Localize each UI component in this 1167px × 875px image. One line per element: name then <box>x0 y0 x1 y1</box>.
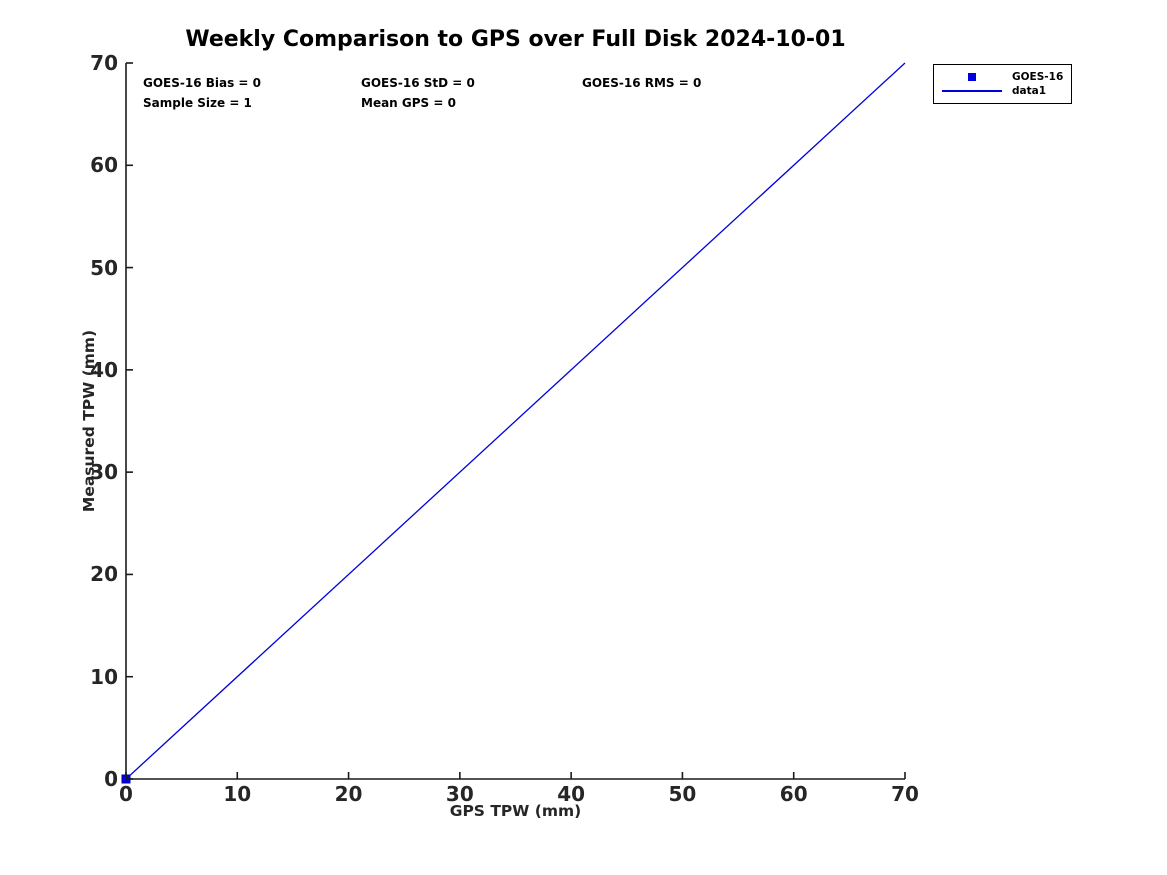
x-tick-label: 30 <box>445 782 474 806</box>
y-tick-label: 70 <box>90 51 118 75</box>
y-tick-label: 20 <box>90 562 118 587</box>
legend-label-goes16: GOES-16 <box>1012 71 1064 83</box>
legend-swatch-cell <box>942 73 1002 81</box>
annotation-bias: GOES-16 Bias = 0 <box>143 76 262 90</box>
legend-entry-data1: data1 <box>942 84 1071 98</box>
annotation-rms: GOES-16 RMS = 0 <box>582 76 702 90</box>
y-tick-label: 40 <box>90 357 118 382</box>
data-line <box>125 62 906 780</box>
x-tick-label: 40 <box>557 782 586 806</box>
y-tick-label: 60 <box>90 153 118 178</box>
y-tick-label: 10 <box>90 664 118 689</box>
x-tick-label: 60 <box>779 782 808 806</box>
legend-swatch-cell <box>942 90 1002 92</box>
legend: GOES-16 data1 <box>933 64 1072 104</box>
y-tick-label: 50 <box>90 255 118 280</box>
x-axis-label: GPS TPW (mm) <box>449 802 582 820</box>
square-marker-icon <box>968 73 976 81</box>
annotation-sample-size: Sample Size = 1 <box>143 96 252 110</box>
x-tick-label: 70 <box>891 782 919 806</box>
annotation-std: GOES-16 StD = 0 <box>361 76 475 90</box>
x-tick-label: 0 <box>119 782 133 806</box>
x-tick-label: 20 <box>334 782 363 806</box>
x-tick-label: 50 <box>668 782 697 806</box>
annotation-mean-gps: Mean GPS = 0 <box>361 96 456 110</box>
y-tick-label: 30 <box>90 460 118 485</box>
chart-title: Weekly Comparison to GPS over Full Disk … <box>185 27 846 52</box>
legend-entry-goes16: GOES-16 <box>942 70 1071 84</box>
line-sample-icon <box>942 90 1002 92</box>
y-tick-label: 0 <box>104 767 118 791</box>
x-tick-label: 10 <box>223 782 252 806</box>
y-axis-label: Measured TPW (mm) <box>80 329 98 513</box>
legend-label-data1: data1 <box>1012 85 1047 97</box>
